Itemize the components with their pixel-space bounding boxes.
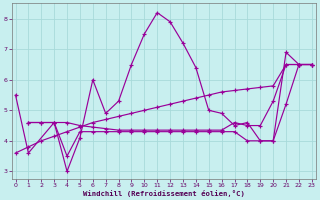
X-axis label: Windchill (Refroidissement éolien,°C): Windchill (Refroidissement éolien,°C) — [83, 190, 244, 197]
